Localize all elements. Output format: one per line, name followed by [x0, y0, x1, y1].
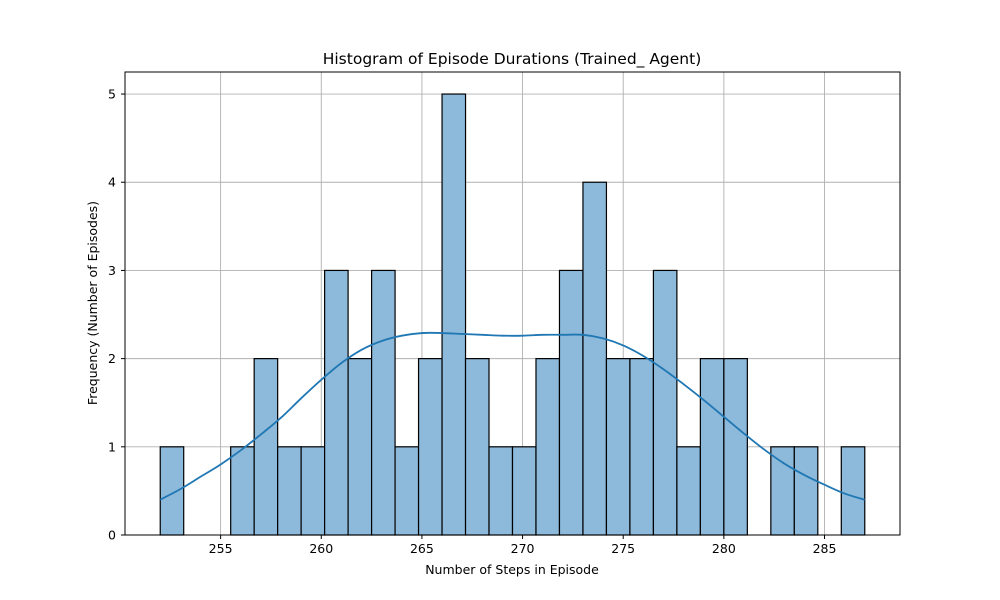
y-tick-label: 5: [108, 87, 116, 102]
histogram-bar: [840, 446, 866, 536]
kde-curve: [159, 331, 866, 501]
x-tick-label: 270: [511, 541, 535, 556]
histogram-bar: [770, 446, 795, 536]
histogram-bar: [699, 358, 725, 536]
histogram-bar: [394, 446, 420, 536]
histogram-bar: [324, 269, 349, 536]
histogram-bar: [488, 446, 514, 536]
histogram-bar: [629, 358, 655, 536]
histogram-bar: [159, 446, 185, 536]
histogram-bar: [511, 446, 537, 536]
histogram-bar: [300, 446, 326, 536]
x-axis-label: Number of Steps in Episode: [425, 562, 599, 577]
histogram-bar: [652, 269, 678, 536]
y-axis-label: Frequency (Number of Episodes): [85, 201, 100, 405]
x-tick-label: 275: [611, 541, 635, 556]
axis-ticks: 255 260 265 270 275 280 285 0 1 2 3 4 5: [108, 87, 836, 556]
x-tick-label: 280: [712, 541, 736, 556]
histogram-bar: [230, 446, 255, 536]
x-tick-label: 285: [813, 541, 837, 556]
histogram-bar: [464, 358, 490, 536]
histogram-bar: [582, 181, 608, 536]
histogram-bar: [370, 269, 396, 536]
histogram-bar: [277, 446, 302, 536]
y-tick-label: 0: [108, 528, 116, 543]
histogram-bar: [676, 446, 701, 536]
histogram-bar: [253, 358, 279, 536]
y-tick-label: 3: [108, 263, 116, 278]
histogram-bar: [723, 358, 748, 536]
histogram-bars: [159, 93, 866, 536]
y-tick-label: 2: [108, 351, 116, 366]
chart-title: Histogram of Episode Durations (Trained_…: [323, 50, 702, 69]
histogram-bar: [417, 358, 443, 536]
plot-frame: [124, 71, 901, 536]
histogram-bar: [535, 358, 561, 536]
histogram-bar: [558, 269, 584, 536]
x-tick-label: 255: [209, 541, 233, 556]
histogram-bar: [793, 446, 819, 536]
x-tick-label: 260: [309, 541, 333, 556]
y-tick-label: 4: [108, 175, 116, 190]
histogram-bar: [441, 93, 467, 536]
x-tick-label: 265: [410, 541, 434, 556]
histogram-bar: [605, 358, 631, 536]
histogram-bar: [347, 358, 373, 536]
y-tick-label: 1: [108, 439, 116, 454]
kde-curve-layer: [159, 331, 866, 501]
